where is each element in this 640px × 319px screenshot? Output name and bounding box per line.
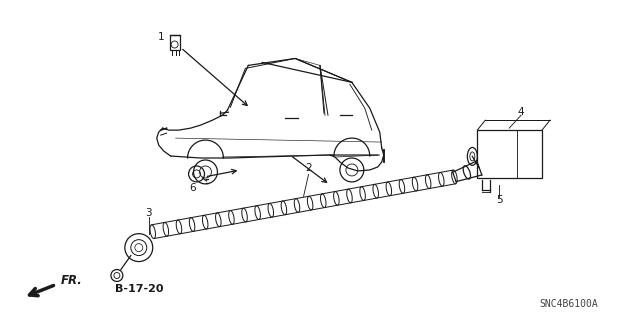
Text: B-17-20: B-17-20 (115, 285, 163, 294)
Text: 2: 2 (305, 163, 312, 174)
Text: 3: 3 (145, 208, 152, 218)
Bar (170, 34, 180, 50)
Bar (477, 130, 542, 178)
Text: 5: 5 (496, 195, 502, 205)
Text: SNC4B6100A: SNC4B6100A (540, 299, 598, 309)
Text: 6: 6 (189, 183, 196, 193)
Text: 1: 1 (157, 32, 164, 41)
Text: 4: 4 (518, 107, 524, 117)
Text: FR.: FR. (61, 274, 83, 287)
